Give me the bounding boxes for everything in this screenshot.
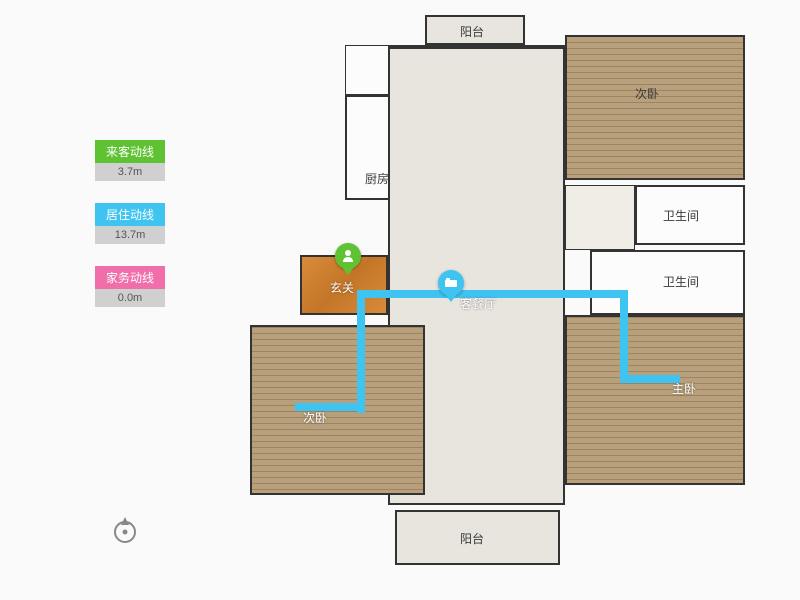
legend-item-chores: 家务动线 0.0m xyxy=(95,266,165,307)
room-主卧 xyxy=(565,315,745,485)
legend: 来客动线 3.7m 居住动线 13.7m 家务动线 0.0m xyxy=(95,140,165,329)
legend-label: 居住动线 xyxy=(95,203,165,226)
legend-value: 13.7m xyxy=(95,226,165,244)
room-label: 厨房 xyxy=(365,170,389,187)
person-marker-icon xyxy=(335,243,361,275)
room-label: 玄关 xyxy=(330,279,354,296)
room-label: 卫生间 xyxy=(663,273,699,290)
legend-value: 0.0m xyxy=(95,289,165,307)
room-label: 次卧 xyxy=(303,409,327,426)
room-次卧 xyxy=(565,35,745,180)
partition xyxy=(565,185,635,250)
legend-item-visitor: 来客动线 3.7m xyxy=(95,140,165,181)
legend-label: 家务动线 xyxy=(95,266,165,289)
room-label: 主卧 xyxy=(672,380,696,397)
bed-marker-icon xyxy=(438,270,464,302)
room-label: 卫生间 xyxy=(663,207,699,224)
legend-value: 3.7m xyxy=(95,163,165,181)
movement-path xyxy=(357,290,365,405)
movement-path xyxy=(620,375,680,383)
movement-path xyxy=(620,290,628,380)
person-icon xyxy=(339,247,357,265)
bed-icon xyxy=(442,274,460,292)
room-label: 次卧 xyxy=(635,85,659,102)
room-label: 客餐厅 xyxy=(460,295,496,312)
room-label: 阳台 xyxy=(460,23,484,40)
compass-icon xyxy=(110,515,140,545)
floorplan: 阳台次卧厨房卫生间卫生间玄关客餐厅主卧次卧阳台 xyxy=(265,15,755,575)
room-label: 阳台 xyxy=(460,530,484,547)
legend-item-living: 居住动线 13.7m xyxy=(95,203,165,244)
legend-label: 来客动线 xyxy=(95,140,165,163)
